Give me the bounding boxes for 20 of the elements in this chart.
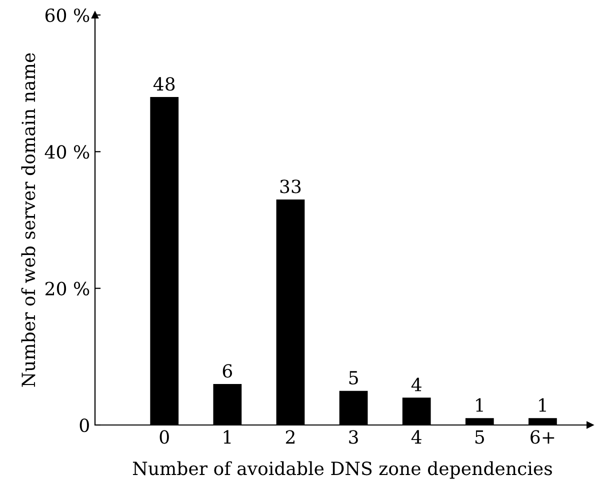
x-tick-label: 3 — [349, 430, 358, 444]
x-tick-label: 4 — [411, 430, 422, 444]
y-tick-label: 40 % — [44, 145, 90, 159]
y-axis-title: Number of web server domain name — [21, 53, 36, 387]
data-label: 6 — [222, 364, 232, 378]
y-tick-label: 60 % — [45, 8, 90, 22]
data-label: 5 — [349, 371, 358, 385]
x-tick-label: 1 — [224, 430, 231, 444]
x-tick-label: 0 — [160, 430, 169, 444]
data-label: 1 — [539, 398, 546, 412]
data-label: 33 — [280, 180, 301, 194]
x-axis-title: Number of avoidable DNS zone dependencies — [132, 461, 552, 479]
data-label: 1 — [476, 398, 483, 412]
data-label: 4 — [411, 378, 422, 392]
x-tick-label: 6+ — [530, 430, 554, 444]
x-tick-label: 5 — [475, 430, 484, 444]
y-tick-label: 20 % — [45, 282, 90, 296]
y-tick-label: 0 — [80, 418, 89, 432]
x-tick-label: 2 — [286, 430, 294, 444]
data-label: 48 — [153, 77, 175, 91]
